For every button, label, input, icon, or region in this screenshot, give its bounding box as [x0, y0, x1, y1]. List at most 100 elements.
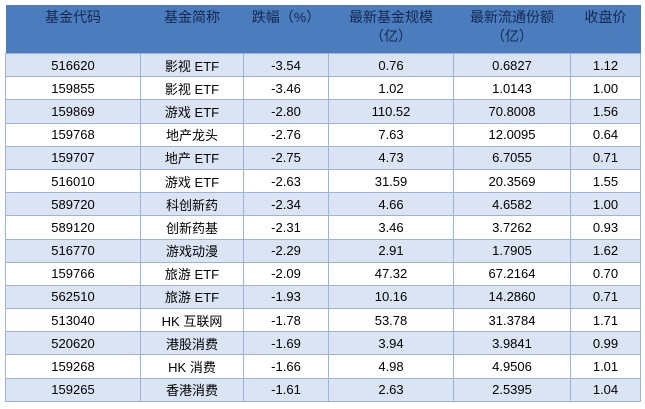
table-row: 520620 港股消费 -1.69 3.94 3.9841 0.99	[5, 331, 641, 356]
table-cell: 14.2860	[453, 284, 571, 310]
table-cell: 0.76	[328, 52, 454, 78]
table-cell: 地产龙头	[140, 122, 244, 147]
table-cell: -1.78	[243, 308, 329, 333]
table-cell: 1.7905	[453, 238, 571, 263]
table-cell: 159707	[5, 145, 141, 170]
table-cell: 589120	[5, 215, 141, 240]
table-row: 159707 地产 ETF -2.75 4.73 6.7055 0.71	[5, 145, 641, 170]
table-cell: 70.8008	[453, 99, 571, 124]
table-cell: 0.71	[570, 145, 641, 170]
table-cell: 1.71	[570, 308, 641, 333]
table-cell: 创新药基	[140, 215, 244, 240]
table-cell: 4.9506	[453, 354, 571, 379]
table-cell: 4.98	[328, 354, 454, 379]
table-row: 159766 旅游 ETF -2.09 47.32 67.2164 0.70	[5, 261, 641, 286]
table-cell: 游戏 ETF	[140, 99, 244, 124]
table-cell: 6.7055	[453, 145, 571, 170]
table-row: 159268 HK 消费 -1.66 4.98 4.9506 1.01	[5, 354, 641, 379]
table-row: 159265 香港消费 -1.61 2.63 2.5395 1.04	[5, 377, 641, 402]
table-cell: -2.31	[243, 215, 329, 240]
table-cell: 3.94	[328, 331, 454, 356]
table-cell: -2.76	[243, 122, 329, 147]
fund-table-header: 基金代码 基金简称 跌幅（%） 最新基金规模 （亿） 最新流通份额 （亿） 收盘价	[5, 5, 641, 54]
table-cell: 2.91	[328, 238, 454, 263]
table-cell: 港股消费	[140, 331, 244, 356]
table-cell: 0.64	[570, 122, 641, 147]
column-header: 收盘价	[570, 5, 641, 54]
table-cell: 1.55	[570, 168, 641, 194]
table-cell: 地产 ETF	[140, 145, 244, 170]
table-cell: 53.78	[328, 308, 454, 333]
table-cell: 旅游 ETF	[140, 261, 244, 286]
table-cell: 旅游 ETF	[140, 284, 244, 310]
table-row: 562510 旅游 ETF -1.93 10.16 14.2860 0.71	[5, 284, 641, 310]
table-cell: 2.63	[328, 377, 454, 402]
table-row: 159855 影视 ETF -3.46 1.02 1.0143 1.00	[5, 76, 641, 101]
table-row: 159768 地产龙头 -2.76 7.63 12.0095 0.64	[5, 122, 641, 147]
table-cell: 110.52	[328, 99, 454, 124]
column-header: 基金代码	[5, 5, 141, 54]
table-row: 589120 创新药基 -2.31 3.46 3.7262 0.93	[5, 215, 641, 240]
table-cell: 1.02	[328, 76, 454, 101]
fund-table-container: 基金代码 基金简称 跌幅（%） 最新基金规模 （亿） 最新流通份额 （亿） 收盘价 51662…	[5, 5, 641, 402]
table-cell: 7.63	[328, 122, 454, 147]
table-cell: 3.7262	[453, 215, 571, 240]
column-header: 基金简称	[140, 5, 244, 54]
fund-table: 基金代码 基金简称 跌幅（%） 最新基金规模 （亿） 最新流通份额 （亿） 收盘价 51662…	[5, 5, 641, 402]
table-cell: -1.66	[243, 354, 329, 379]
table-cell: HK 消费	[140, 354, 244, 379]
table-cell: 159265	[5, 377, 141, 402]
table-cell: 516770	[5, 238, 141, 263]
table-cell: 159768	[5, 122, 141, 147]
column-header: 跌幅（%）	[243, 5, 329, 54]
table-cell: 12.0095	[453, 122, 571, 147]
table-cell: 影视 ETF	[140, 52, 244, 78]
table-cell: -2.75	[243, 145, 329, 170]
table-cell: 游戏 ETF	[140, 168, 244, 194]
column-header-subline: （亿）	[491, 28, 533, 44]
table-cell: 科创新药	[140, 192, 244, 217]
table-cell: -2.63	[243, 168, 329, 194]
table-cell: 4.66	[328, 192, 454, 217]
table-cell: -3.54	[243, 52, 329, 78]
table-cell: -1.61	[243, 377, 329, 402]
table-cell: 562510	[5, 284, 141, 310]
table-cell: 31.3784	[453, 308, 571, 333]
table-cell: -2.29	[243, 238, 329, 263]
table-cell: 516620	[5, 52, 141, 78]
table-cell: 0.70	[570, 261, 641, 286]
table-cell: 0.6827	[453, 52, 571, 78]
table-row: 516010 游戏 ETF -2.63 31.59 20.3569 1.55	[5, 168, 641, 194]
header-row: 基金代码 基金简称 跌幅（%） 最新基金规模 （亿） 最新流通份额 （亿） 收盘价	[5, 5, 641, 54]
table-cell: 4.73	[328, 145, 454, 170]
table-cell: -1.93	[243, 284, 329, 310]
table-cell: -2.80	[243, 99, 329, 124]
table-cell: 159268	[5, 354, 141, 379]
table-row: 589720 科创新药 -2.34 4.66 4.6582 1.00	[5, 192, 641, 217]
table-cell: 159869	[5, 99, 141, 124]
table-cell: 1.01	[570, 354, 641, 379]
table-cell: 3.9841	[453, 331, 571, 356]
fund-table-body: 516620 影视 ETF -3.54 0.76 0.6827 1.12 159855 影视 …	[5, 52, 641, 402]
table-row: 516620 影视 ETF -3.54 0.76 0.6827 1.12	[5, 52, 641, 78]
column-header: 最新基金规模 （亿）	[328, 5, 454, 54]
table-cell: 589720	[5, 192, 141, 217]
table-cell: 1.0143	[453, 76, 571, 101]
table-cell: 1.00	[570, 192, 641, 217]
table-row: 513040 HK 互联网 -1.78 53.78 31.3784 1.71	[5, 308, 641, 333]
table-cell: 520620	[5, 331, 141, 356]
table-cell: 10.16	[328, 284, 454, 310]
table-cell: 516010	[5, 168, 141, 194]
table-cell: 影视 ETF	[140, 76, 244, 101]
table-cell: 1.04	[570, 377, 641, 402]
table-row: 516770 游戏动漫 -2.29 2.91 1.7905 1.62	[5, 238, 641, 263]
table-cell: 31.59	[328, 168, 454, 194]
table-row: 159869 游戏 ETF -2.80 110.52 70.8008 1.56	[5, 99, 641, 124]
table-cell: 513040	[5, 308, 141, 333]
column-header-subline: （亿）	[370, 28, 412, 44]
table-cell: HK 互联网	[140, 308, 244, 333]
table-cell: -3.46	[243, 76, 329, 101]
table-cell: 3.46	[328, 215, 454, 240]
table-cell: 香港消费	[140, 377, 244, 402]
table-cell: 47.32	[328, 261, 454, 286]
